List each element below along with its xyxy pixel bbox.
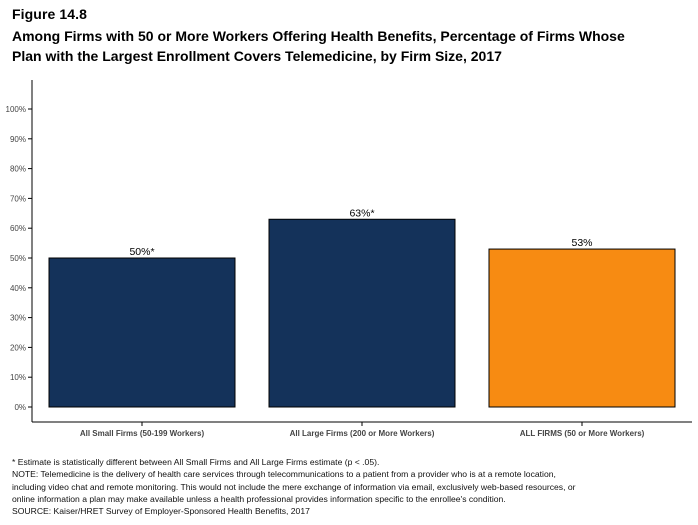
- bar-data-labels: 50%* 63%* 53%: [129, 207, 592, 258]
- chart-area: 0% 10% 20% 30% 40% 50% 60% 70% 80% 90% 100% 50%* 63…: [6, 80, 692, 438]
- x-tick-label: All Small Firms (50-199 Workers): [80, 429, 205, 438]
- source-line: SOURCE: Kaiser/HRET Survey of Employer-S…: [12, 506, 310, 517]
- chart-title-line-1: Among Firms with 50 or More Workers Offe…: [12, 28, 625, 44]
- y-tick-label: 100%: [6, 105, 26, 114]
- y-tick-label: 0%: [14, 403, 26, 412]
- y-tick-label: 40%: [10, 284, 26, 293]
- bar-data-label: 50%*: [129, 246, 154, 258]
- y-tick-label: 70%: [10, 194, 26, 203]
- note-line-1: NOTE: Telemedicine is the delivery of he…: [12, 469, 556, 480]
- bar-data-label: 63%*: [349, 207, 374, 219]
- y-tick-label: 80%: [10, 165, 26, 174]
- y-tick-label: 50%: [10, 254, 26, 263]
- y-tick-label: 60%: [10, 224, 26, 233]
- bar: [48, 257, 236, 408]
- figure-label: Figure 14.8: [12, 6, 88, 22]
- note-line-2: including video chat and remote monitori…: [12, 481, 576, 492]
- y-axis: 0% 10% 20% 30% 40% 50% 60% 70% 80% 90% 100%: [6, 80, 33, 422]
- bar-data-label: 53%: [571, 237, 592, 249]
- bar: [268, 218, 456, 408]
- bars: [48, 218, 676, 408]
- footnote-significance: * Estimate is statistically different be…: [12, 457, 380, 467]
- bar: [488, 248, 676, 408]
- y-tick-label: 30%: [10, 314, 26, 323]
- note-line-3: online information a plan may make avail…: [12, 493, 506, 504]
- x-tick-label: ALL FIRMS (50 or More Workers): [520, 429, 645, 438]
- y-tick-label: 20%: [10, 343, 26, 352]
- x-tick-label: All Large Firms (200 or More Workers): [290, 429, 435, 438]
- x-axis: All Small Firms (50-199 Workers) All Larg…: [32, 421, 692, 438]
- bar-chart: 0% 10% 20% 30% 40% 50% 60% 70% 80% 90% 100% 50%* 63…: [6, 80, 692, 438]
- y-tick-label: 10%: [10, 373, 26, 382]
- chart-notes: * Estimate is statistically different be…: [12, 456, 688, 517]
- y-tick-label: 90%: [10, 135, 26, 144]
- chart-title-line-2: Plan with the Largest Enrollment Covers …: [12, 48, 502, 64]
- chart-title: Among Firms with 50 or More Workers Offe…: [12, 26, 672, 66]
